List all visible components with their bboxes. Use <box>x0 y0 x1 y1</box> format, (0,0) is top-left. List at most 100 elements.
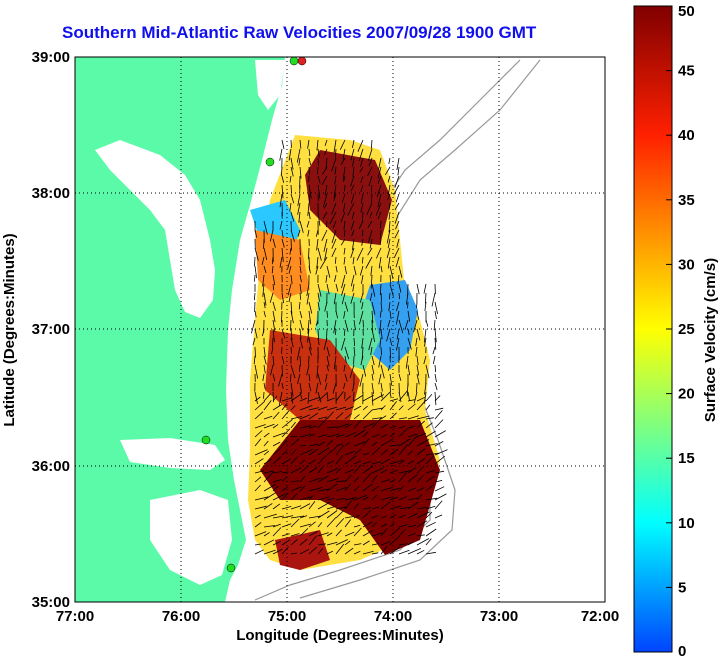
velocity-arrow <box>299 515 308 519</box>
velocity-arrow <box>326 483 338 492</box>
velocity-arrow <box>344 432 356 438</box>
velocity-arrow <box>425 455 435 465</box>
velocity-arrow <box>406 382 409 397</box>
velocity-arrow <box>263 400 272 411</box>
velocity-arrow <box>362 256 364 264</box>
velocity-arrow <box>325 220 328 228</box>
velocity-arrow <box>315 229 319 237</box>
velocity-arrow <box>389 459 403 465</box>
velocity-arrow <box>371 373 374 381</box>
velocity-arrow <box>405 355 409 369</box>
velocity-arrow <box>378 157 382 170</box>
velocity-arrow <box>317 488 331 492</box>
station-marker <box>201 435 211 445</box>
velocity-arrow <box>380 541 391 546</box>
velocity-arrow <box>281 139 285 149</box>
velocity-arrow <box>371 441 378 447</box>
velocity-arrow <box>299 310 303 319</box>
velocity-arrow <box>353 414 360 420</box>
velocity-arrow <box>350 175 355 187</box>
velocity-arrow <box>362 483 373 492</box>
velocity-arrow <box>425 511 433 519</box>
velocity-arrow <box>334 256 337 264</box>
velocity-arrow <box>324 247 328 261</box>
velocity-arrow <box>263 310 266 318</box>
velocity-arrow <box>416 364 420 376</box>
velocity-arrow <box>380 469 388 474</box>
velocity-arrow <box>329 211 337 225</box>
velocity-arrow <box>425 505 436 510</box>
velocity-arrow <box>362 510 371 519</box>
velocity-arrow <box>299 166 302 179</box>
velocity-arrow <box>367 148 373 161</box>
velocity-arrow <box>398 391 402 403</box>
velocity-arrow <box>350 184 355 192</box>
velocity-arrow <box>316 139 319 151</box>
velocity-arrow <box>317 283 322 297</box>
velocity-arrow <box>416 458 426 465</box>
velocity-arrow <box>289 202 292 212</box>
velocity-arrow <box>349 364 355 379</box>
velocity-arrow <box>371 417 382 429</box>
velocity-arrow <box>323 202 328 209</box>
velocity-arrow <box>317 175 321 184</box>
velocity-arrow <box>331 202 337 215</box>
velocity-arrow <box>394 211 400 224</box>
velocity-arrow <box>315 319 319 326</box>
velocity-arrow <box>317 406 328 411</box>
velocity-arrow <box>263 247 268 261</box>
velocity-arrow <box>317 157 319 167</box>
velocity-arrow <box>308 184 312 199</box>
velocity-arrow <box>434 493 447 501</box>
velocity-arrow <box>434 500 443 510</box>
velocity-arrow <box>340 238 346 246</box>
velocity-arrow <box>281 397 293 402</box>
velocity-arrow <box>290 337 294 348</box>
velocity-arrow <box>424 382 427 395</box>
velocity-arrow <box>425 484 435 492</box>
velocity-arrow <box>263 364 266 374</box>
velocity-arrow <box>288 265 292 274</box>
velocity-arrow <box>308 495 314 501</box>
velocity-arrow <box>423 391 427 404</box>
velocity-arrow <box>434 480 443 483</box>
velocity-arrow <box>379 238 382 246</box>
velocity-arrow <box>290 166 294 177</box>
velocity-arrow <box>308 535 318 546</box>
velocity-arrow <box>326 310 328 318</box>
velocity-arrow <box>434 407 444 411</box>
velocity-arrow <box>434 419 444 429</box>
velocity-arrow <box>370 274 373 289</box>
velocity-arrow <box>341 283 346 296</box>
velocity-arrow <box>359 166 364 173</box>
velocity-arrow <box>425 551 436 555</box>
velocity-arrow <box>389 292 391 300</box>
velocity-arrow <box>434 441 444 447</box>
velocity-arrow <box>353 419 362 429</box>
velocity-arrow <box>407 487 417 492</box>
velocity-arrow <box>416 415 430 420</box>
velocity-arrow <box>389 398 399 402</box>
velocity-arrow <box>407 425 416 429</box>
velocity-arrow <box>317 501 331 510</box>
velocity-arrow <box>416 396 426 402</box>
velocity-arrow <box>352 139 355 148</box>
velocity-arrow <box>425 528 437 537</box>
velocity-arrow <box>398 283 402 293</box>
velocity-arrow <box>360 175 364 183</box>
velocity-arrow <box>344 301 349 312</box>
velocity-arrow <box>254 449 268 456</box>
velocity-arrow <box>290 456 298 465</box>
velocity-arrow <box>299 444 307 447</box>
velocity-arrow <box>380 415 387 420</box>
velocity-arrow <box>263 532 270 537</box>
velocity-arrow <box>272 540 282 546</box>
velocity-arrow <box>299 328 302 340</box>
velocity-arrow <box>289 175 292 183</box>
velocity-arrow <box>398 292 400 300</box>
velocity-arrow <box>254 346 256 358</box>
velocity-arrow <box>263 265 267 274</box>
velocity-arrow <box>335 509 345 519</box>
velocity-arrow <box>353 503 359 510</box>
velocity-arrow <box>413 319 418 333</box>
